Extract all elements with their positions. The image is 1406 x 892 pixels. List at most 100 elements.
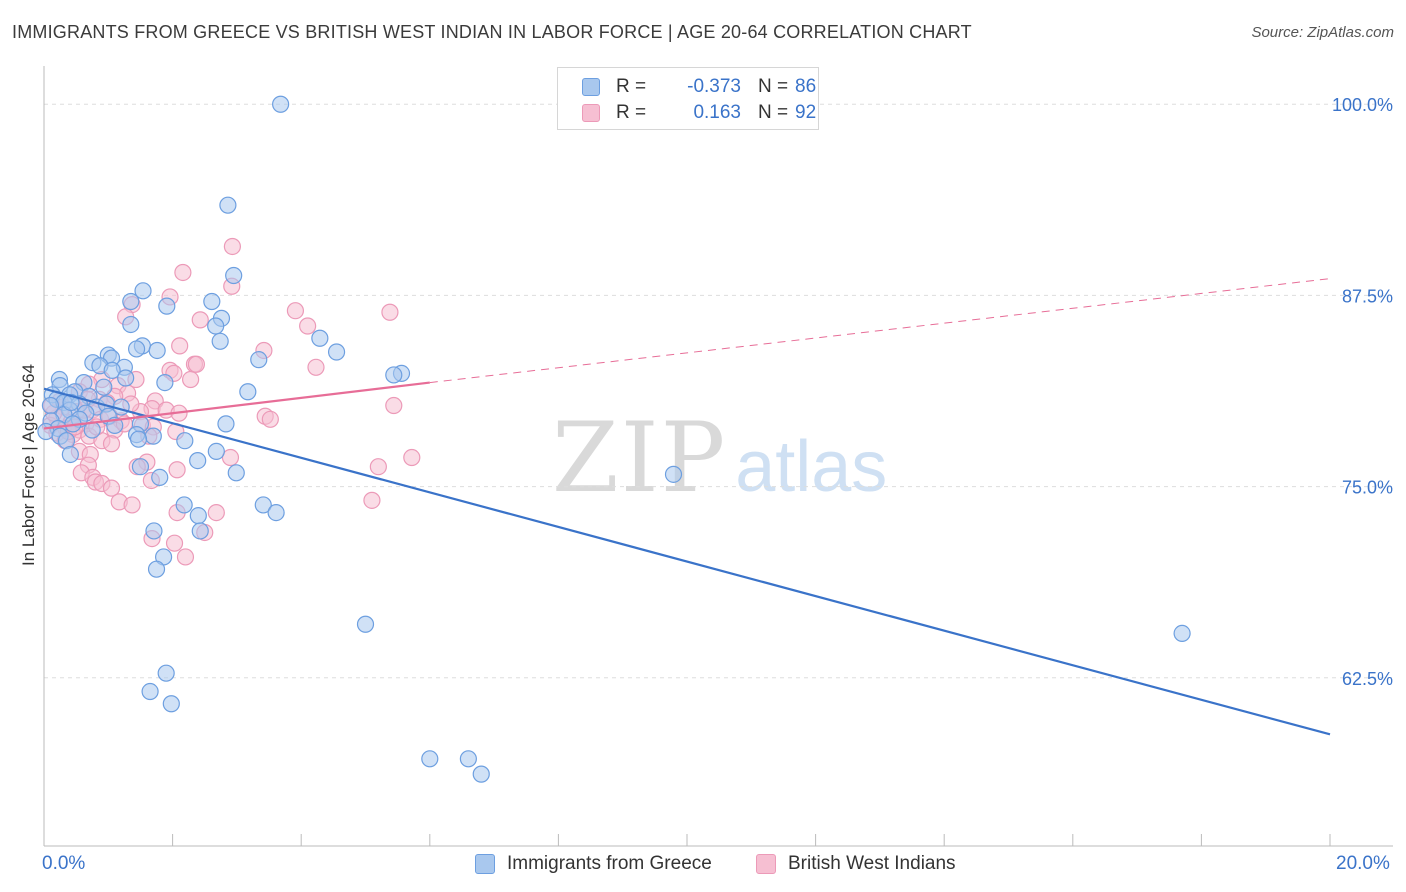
legend-r-label: R = <box>616 76 647 97</box>
greece-point <box>134 282 152 300</box>
greece-point <box>37 422 55 441</box>
bwi-point <box>123 496 141 514</box>
greece-point <box>189 507 207 525</box>
greece-point <box>207 442 225 461</box>
legend-n-value: 92 <box>795 102 817 123</box>
greece-point <box>122 292 140 311</box>
greece-point <box>217 415 235 433</box>
legend-label-bwi: British West Indians <box>788 853 956 874</box>
greece-point <box>144 427 162 445</box>
greece-point <box>356 615 375 633</box>
legend-label-greece: Immigrants from Greece <box>507 853 712 874</box>
greece-point <box>158 297 176 315</box>
legend-n-value: 86 <box>795 76 817 97</box>
greece-point <box>250 351 268 369</box>
greece-point <box>127 340 146 358</box>
bwi-trendline <box>43 381 430 430</box>
watermark-zip: ZIP <box>552 402 728 514</box>
greece-point <box>141 682 159 701</box>
bwi-point <box>363 491 381 509</box>
greece-point <box>211 332 229 350</box>
legend-swatch-bwi <box>582 104 600 122</box>
bwi-point <box>102 435 121 453</box>
bwi-point <box>403 448 421 467</box>
greece-point <box>1173 624 1191 643</box>
bwi-point <box>176 548 195 566</box>
greece-point <box>122 315 140 334</box>
greece-point <box>176 432 194 450</box>
greece-point <box>267 503 285 522</box>
bwi-point <box>171 337 189 355</box>
greece-point <box>131 458 150 476</box>
bwi-point <box>207 503 225 522</box>
greece-point <box>129 430 148 448</box>
x-tick-label-max: 20.0% <box>1336 853 1390 874</box>
bwi-point <box>221 448 240 467</box>
legend-r-value: -0.373 <box>687 76 741 97</box>
greece-point <box>311 329 329 347</box>
greece-point <box>117 369 135 387</box>
y-tick-label: 100.0% <box>1332 95 1393 115</box>
x-tick-label-min: 0.0% <box>42 853 86 874</box>
legend-r-value: 0.163 <box>693 102 741 123</box>
bwi-point <box>299 317 317 335</box>
bwi-point <box>187 355 205 373</box>
greece-point <box>227 464 245 482</box>
y-tick-label: 87.5% <box>1342 286 1393 306</box>
bwi-point <box>165 534 184 552</box>
legend-n-label: N = <box>758 102 789 123</box>
greece-point <box>157 664 175 682</box>
greece-point <box>203 292 221 311</box>
greece-point <box>207 317 225 335</box>
greece-point <box>156 373 174 392</box>
bwi-point <box>307 358 325 376</box>
chart-title: IMMIGRANTS FROM GREECE VS BRITISH WEST I… <box>12 22 972 42</box>
bwi-point <box>191 311 209 329</box>
source-label: Source: ZipAtlas.com <box>1251 24 1394 41</box>
greece-point <box>151 468 169 487</box>
greece-point <box>385 366 403 384</box>
y-axis-label: In Labor Force | Age 20-64 <box>19 364 38 566</box>
y-tick-label: 62.5% <box>1342 669 1393 689</box>
greece-point <box>239 383 257 401</box>
correlation-legend: R = -0.373 N = 86 R = 0.163 N = 92 <box>557 67 819 130</box>
watermark: ZIP atlas <box>552 402 887 514</box>
bwi-point <box>381 303 399 321</box>
greece-point <box>191 522 209 540</box>
bwi-point <box>102 479 121 497</box>
greece-point <box>421 750 439 768</box>
bwi-point <box>286 302 305 320</box>
greece-point <box>162 695 180 713</box>
greece-point <box>272 95 290 113</box>
legend-r-label: R = <box>616 102 647 123</box>
greece-point <box>219 196 237 214</box>
bwi-trendline-projection <box>429 278 1331 384</box>
y-tick-label: 75.0% <box>1342 478 1393 498</box>
greece-trendline <box>43 387 1331 736</box>
greece-point <box>327 343 346 361</box>
legend-swatch-greece <box>582 78 600 96</box>
greece-point <box>145 522 163 540</box>
bwi-point <box>182 370 200 389</box>
greece-point <box>41 396 60 415</box>
greece-point <box>472 765 490 783</box>
greece-point <box>664 465 683 483</box>
greece-point <box>95 378 113 396</box>
greece-point <box>61 445 79 464</box>
greece-point <box>62 393 80 412</box>
bwi-point <box>168 461 186 479</box>
greece-point <box>147 560 166 578</box>
greece-point <box>175 496 193 514</box>
greece-point <box>254 496 272 514</box>
greece-point <box>459 750 477 768</box>
legend-swatch-greece <box>475 854 495 874</box>
greece-point <box>189 451 207 470</box>
greece-point <box>103 361 121 379</box>
bwi-point <box>261 410 279 428</box>
legend-swatch-bwi <box>756 854 776 874</box>
watermark-atlas: atlas <box>735 427 888 507</box>
bwi-point <box>385 396 403 415</box>
greece-point <box>148 341 166 360</box>
bwi-point <box>174 263 192 282</box>
